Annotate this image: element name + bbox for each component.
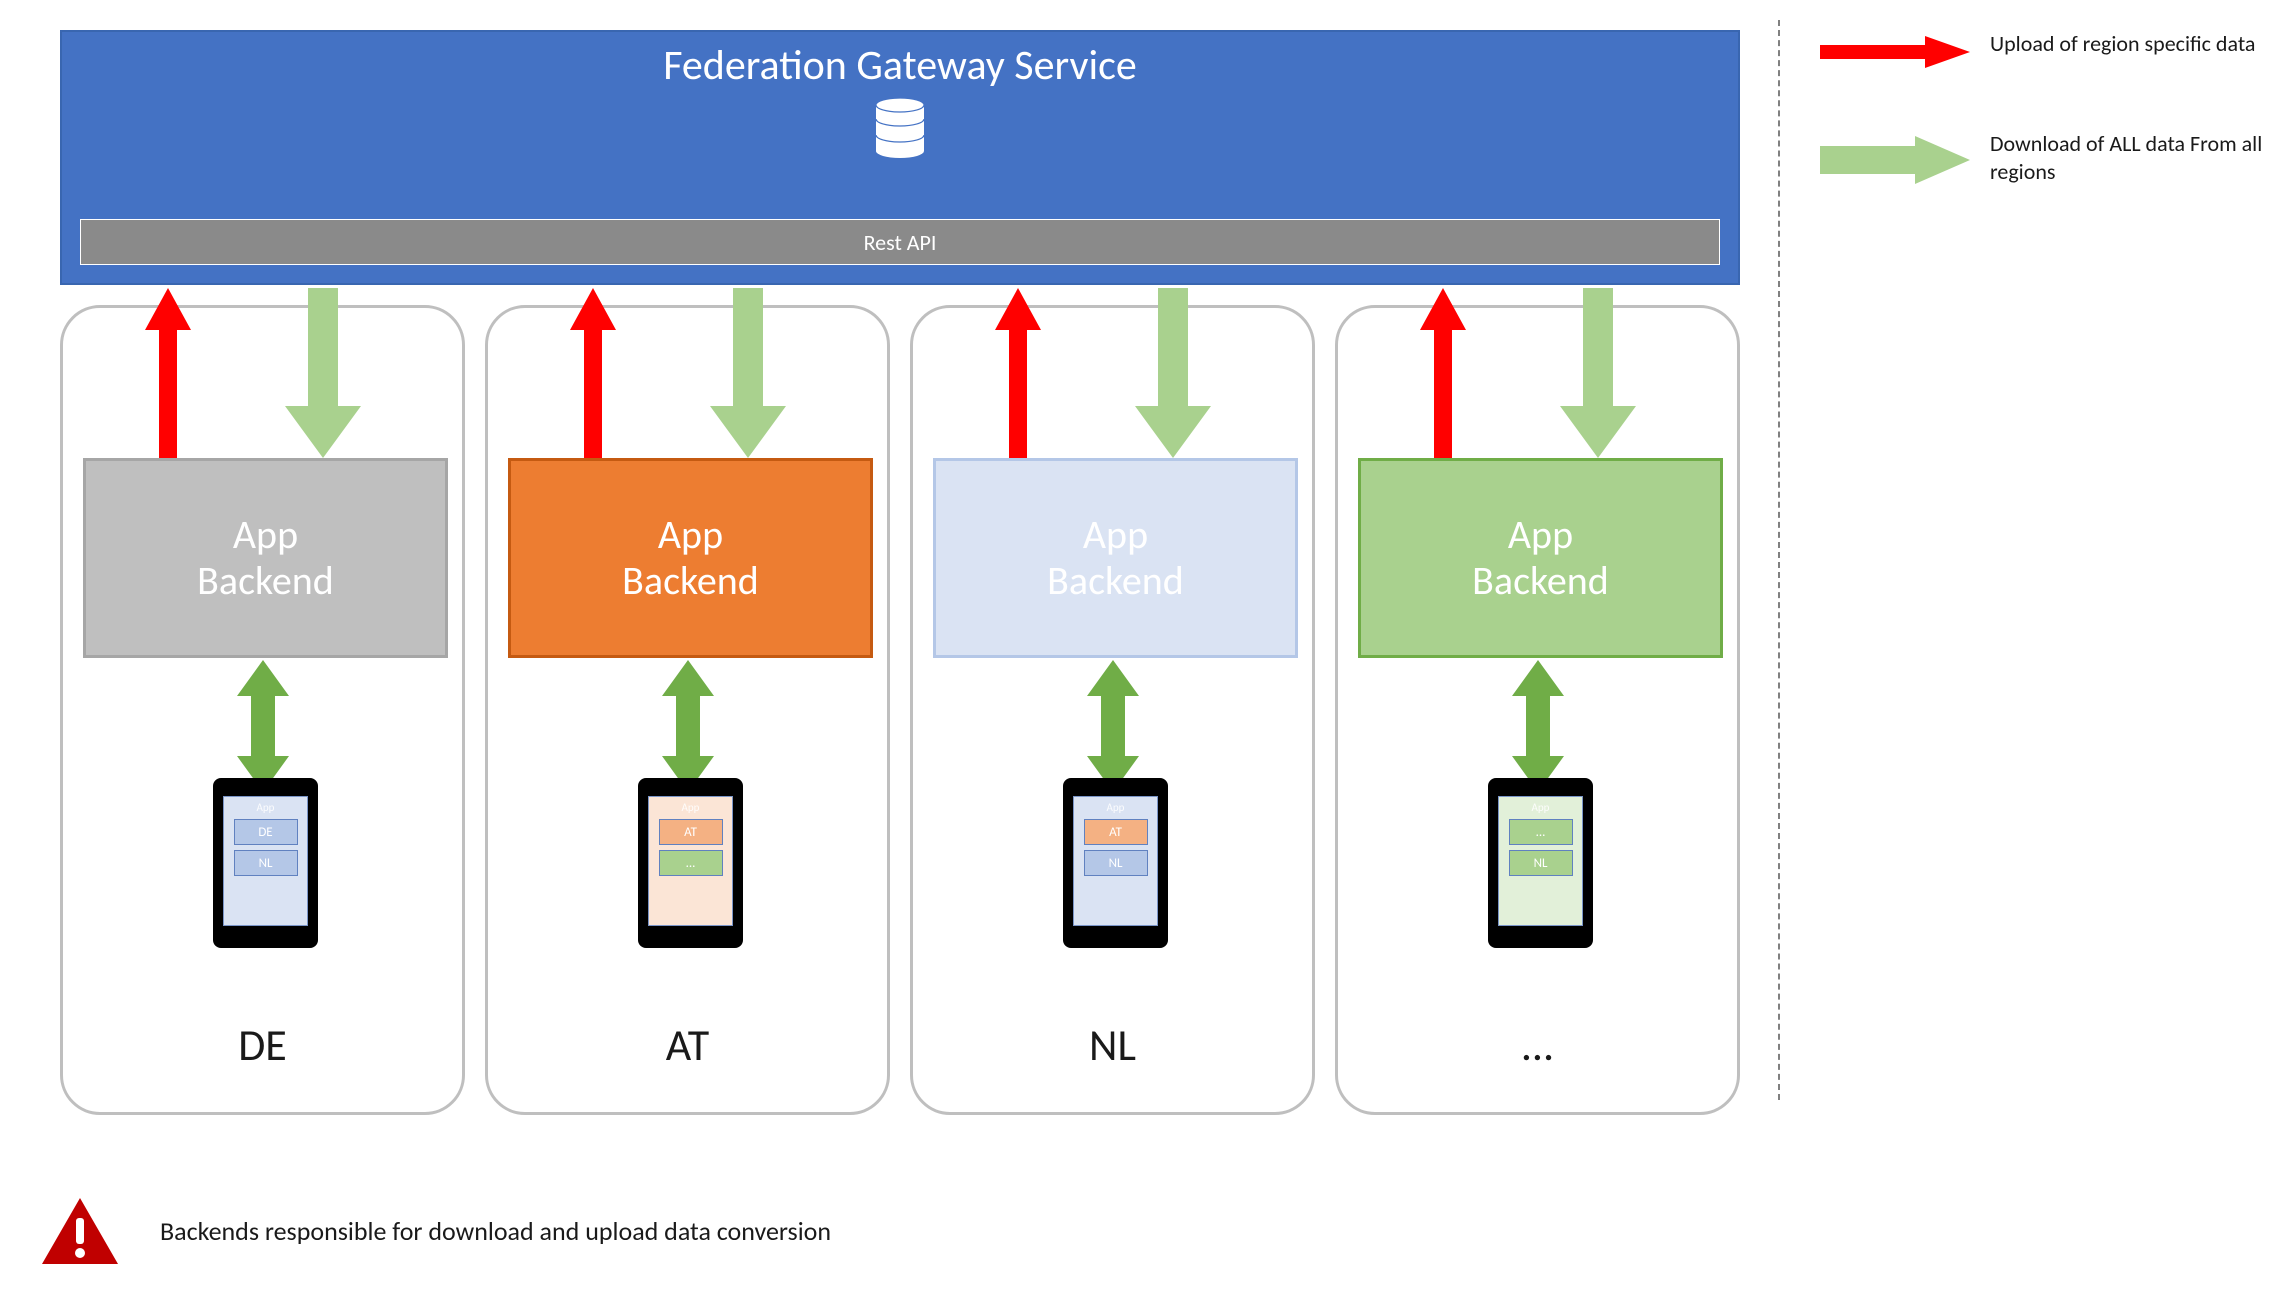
phone-region-badge: ... [659, 850, 723, 876]
backend-label-line2: Backend [197, 558, 334, 604]
rest-api-bar: Rest API [80, 219, 1720, 265]
sync-double-arrow-icon [1083, 660, 1143, 792]
phone-app-label: App [1532, 801, 1550, 814]
warning-icon [40, 1196, 120, 1266]
region-container-AT: AppBackendAppAT...AT [485, 305, 890, 1115]
backend-label-line1: App [1508, 512, 1573, 558]
app-backend-box: AppBackend [933, 458, 1298, 658]
backend-label-line1: App [233, 512, 298, 558]
phone-device: App AT... [638, 778, 743, 948]
region-code-label: ... [1338, 1018, 1737, 1072]
backend-label-line2: Backend [622, 558, 759, 604]
database-icon [874, 97, 926, 161]
download-arrow-icon [1820, 134, 1970, 186]
legend-upload-text: Upload of region specific data [1990, 30, 2255, 58]
region-code-label: NL [913, 1018, 1312, 1072]
app-backend-box: AppBackend [83, 458, 448, 658]
phone-region-badge: NL [1084, 850, 1148, 876]
download-arrow-icon [1558, 288, 1638, 458]
legend-download-text: Download of ALL data From all regions [1990, 130, 2270, 185]
region-container-DE: AppBackendAppDENLDE [60, 305, 465, 1115]
upload-arrow-icon [143, 288, 193, 458]
backend-label-line2: Backend [1047, 558, 1184, 604]
upload-arrow-icon [993, 288, 1043, 458]
download-arrow-icon [1133, 288, 1213, 458]
vertical-divider [1778, 20, 1780, 1100]
phone-region-badge: NL [234, 850, 298, 876]
phone-region-badge: ... [1509, 819, 1573, 845]
app-backend-box: AppBackend [1358, 458, 1723, 658]
phone-region-badge: NL [1509, 850, 1573, 876]
backend-label-line1: App [1083, 512, 1148, 558]
region-container-NL: AppBackendAppATNLNL [910, 305, 1315, 1115]
legend: Upload of region specific data Download … [1820, 30, 2270, 246]
phone-device: App... NL [1488, 778, 1593, 948]
phone-region-badge: AT [659, 819, 723, 845]
phone-app-label: App [257, 801, 275, 814]
footer-text: Backends responsible for download and up… [160, 1215, 831, 1247]
federation-gateway-box: Federation Gateway Service Rest API [60, 30, 1740, 285]
gateway-title: Federation Gateway Service [663, 40, 1137, 91]
phone-region-badge: DE [234, 819, 298, 845]
backend-label-line2: Backend [1472, 558, 1609, 604]
footer-note: Backends responsible for download and up… [40, 1196, 831, 1266]
region-code-label: DE [63, 1018, 462, 1072]
download-arrow-icon [708, 288, 788, 458]
backend-label-line1: App [658, 512, 723, 558]
app-backend-box: AppBackend [508, 458, 873, 658]
sync-double-arrow-icon [1508, 660, 1568, 792]
phone-device: App DE NL [213, 778, 318, 948]
phone-device: App AT NL [1063, 778, 1168, 948]
region-code-label: AT [488, 1018, 887, 1072]
phone-app-label: App [1107, 801, 1125, 814]
phone-app-label: App [682, 801, 700, 814]
region-container-more: AppBackendApp...NL... [1335, 305, 1740, 1115]
sync-double-arrow-icon [658, 660, 718, 792]
upload-arrow-icon [1820, 34, 1970, 70]
architecture-diagram: Federation Gateway Service Rest API AppB… [60, 30, 1740, 1130]
sync-double-arrow-icon [233, 660, 293, 792]
legend-download-row: Download of ALL data From all regions [1820, 130, 2270, 186]
phone-region-badge: AT [1084, 819, 1148, 845]
download-arrow-icon [283, 288, 363, 458]
upload-arrow-icon [568, 288, 618, 458]
upload-arrow-icon [1418, 288, 1468, 458]
legend-upload-row: Upload of region specific data [1820, 30, 2270, 70]
